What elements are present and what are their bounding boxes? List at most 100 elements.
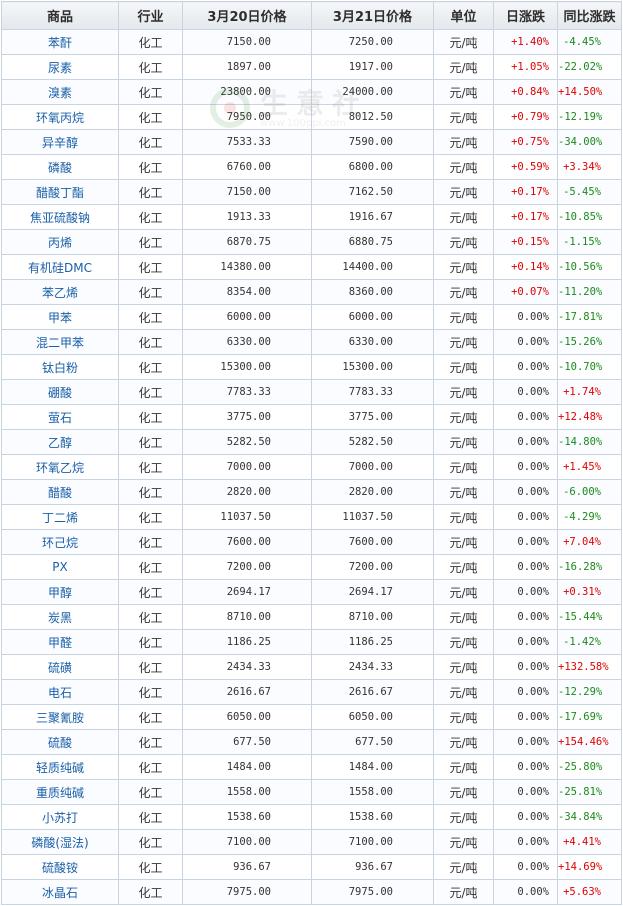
commodity-name-link[interactable]: 重质纯碱: [1, 779, 119, 805]
commodity-name-link[interactable]: 丙烯: [1, 229, 119, 255]
industry-cell: 化工: [118, 579, 183, 605]
commodity-name-link[interactable]: 环己烷: [1, 529, 119, 555]
price-mar20-cell: 7600.00: [182, 529, 312, 555]
price-mar21-cell: 2820.00: [311, 479, 434, 505]
commodity-name-link[interactable]: 醋酸丁酯: [1, 179, 119, 205]
commodity-name-link[interactable]: 硼酸: [1, 379, 119, 405]
header-daily-change[interactable]: 日涨跌: [493, 1, 558, 30]
daily-change-cell: 0.00%: [493, 754, 558, 780]
commodity-name-link[interactable]: 丁二烯: [1, 504, 119, 530]
unit-cell: 元/吨: [433, 429, 494, 455]
commodity-name-link[interactable]: 硫酸: [1, 729, 119, 755]
price-mar21-cell: 7600.00: [311, 529, 434, 555]
unit-cell: 元/吨: [433, 804, 494, 830]
header-name[interactable]: 商品: [1, 1, 119, 30]
table-body: 苯酐 化工 7150.00 7250.00 元/吨 +1.40% -4.45% 尿素 化工 189…: [1, 29, 622, 905]
yoy-change-cell: -1.15%: [557, 229, 622, 255]
daily-change-cell: 0.00%: [493, 804, 558, 830]
price-mar20-cell: 6330.00: [182, 329, 312, 355]
commodity-name-link[interactable]: 甲醇: [1, 579, 119, 605]
commodity-name-link[interactable]: 电石: [1, 679, 119, 705]
commodity-name-link[interactable]: 磷酸: [1, 154, 119, 180]
table-row: 环氧丙烷 化工 7950.00 8012.50 元/吨 +0.79% -12.19%: [1, 104, 622, 130]
yoy-change-cell: -16.28%: [557, 554, 622, 580]
commodity-name-link[interactable]: 混二甲苯: [1, 329, 119, 355]
commodity-name-link[interactable]: 苯乙烯: [1, 279, 119, 305]
table-row: 硼酸 化工 7783.33 7783.33 元/吨 0.00% +1.74%: [1, 379, 622, 405]
commodity-name-link[interactable]: 苯酐: [1, 29, 119, 55]
price-mar20-cell: 15300.00: [182, 354, 312, 380]
price-mar21-cell: 1484.00: [311, 754, 434, 780]
yoy-change-cell: -15.44%: [557, 604, 622, 630]
industry-cell: 化工: [118, 279, 183, 305]
price-mar20-cell: 1538.60: [182, 804, 312, 830]
industry-cell: 化工: [118, 229, 183, 255]
commodity-name-link[interactable]: 溴素: [1, 79, 119, 105]
commodity-name-link[interactable]: 甲苯: [1, 304, 119, 330]
commodity-name-link[interactable]: 硫酸铵: [1, 854, 119, 880]
commodity-name-link[interactable]: 乙醇: [1, 429, 119, 455]
table-row: 醋酸丁酯 化工 7150.00 7162.50 元/吨 +0.17% -5.45%: [1, 179, 622, 205]
commodity-name-link[interactable]: 环氧丙烷: [1, 104, 119, 130]
unit-cell: 元/吨: [433, 629, 494, 655]
price-mar21-cell: 5282.50: [311, 429, 434, 455]
table-row: PX 化工 7200.00 7200.00 元/吨 0.00% -16.28%: [1, 554, 622, 580]
commodity-name-link[interactable]: 焦亚硫酸钠: [1, 204, 119, 230]
industry-cell: 化工: [118, 179, 183, 205]
yoy-change-cell: -25.81%: [557, 779, 622, 805]
header-yoy-change[interactable]: 同比涨跌: [557, 1, 622, 30]
table-row: 异辛醇 化工 7533.33 7590.00 元/吨 +0.75% -34.00%: [1, 129, 622, 155]
price-mar20-cell: 11037.50: [182, 504, 312, 530]
yoy-change-cell: -14.80%: [557, 429, 622, 455]
price-mar20-cell: 7200.00: [182, 554, 312, 580]
header-price-mar20[interactable]: 3月20日价格: [182, 1, 312, 30]
daily-change-cell: +0.79%: [493, 104, 558, 130]
price-mar21-cell: 7590.00: [311, 129, 434, 155]
commodity-name-link[interactable]: 炭黑: [1, 604, 119, 630]
unit-cell: 元/吨: [433, 179, 494, 205]
yoy-change-cell: +7.04%: [557, 529, 622, 555]
commodity-name-link[interactable]: 尿素: [1, 54, 119, 80]
commodity-name-link[interactable]: 甲醛: [1, 629, 119, 655]
commodity-name-link[interactable]: 异辛醇: [1, 129, 119, 155]
yoy-change-cell: +1.45%: [557, 454, 622, 480]
table-row: 混二甲苯 化工 6330.00 6330.00 元/吨 0.00% -15.26%: [1, 329, 622, 355]
unit-cell: 元/吨: [433, 379, 494, 405]
price-mar20-cell: 936.67: [182, 854, 312, 880]
table-row: 三聚氰胺 化工 6050.00 6050.00 元/吨 0.00% -17.69%: [1, 704, 622, 730]
price-mar20-cell: 6760.00: [182, 154, 312, 180]
daily-change-cell: 0.00%: [493, 629, 558, 655]
commodity-name-link[interactable]: 轻质纯碱: [1, 754, 119, 780]
price-mar21-cell: 7250.00: [311, 29, 434, 55]
commodity-name-link[interactable]: 三聚氰胺: [1, 704, 119, 730]
yoy-change-cell: -34.84%: [557, 804, 622, 830]
commodity-name-link[interactable]: 硫磺: [1, 654, 119, 680]
price-mar21-cell: 7000.00: [311, 454, 434, 480]
price-mar21-cell: 2434.33: [311, 654, 434, 680]
commodity-name-link[interactable]: 钛白粉: [1, 354, 119, 380]
commodity-name-link[interactable]: 冰晶石: [1, 879, 119, 905]
commodity-name-link[interactable]: 磷酸(湿法): [1, 829, 119, 855]
commodity-name-link[interactable]: 醋酸: [1, 479, 119, 505]
unit-cell: 元/吨: [433, 529, 494, 555]
yoy-change-cell: +14.50%: [557, 79, 622, 105]
commodity-name-link[interactable]: 小苏打: [1, 804, 119, 830]
commodity-name-link[interactable]: 萤石: [1, 404, 119, 430]
unit-cell: 元/吨: [433, 504, 494, 530]
header-industry[interactable]: 行业: [118, 1, 183, 30]
header-price-mar21[interactable]: 3月21日价格: [311, 1, 434, 30]
daily-change-cell: +1.40%: [493, 29, 558, 55]
daily-change-cell: 0.00%: [493, 729, 558, 755]
industry-cell: 化工: [118, 404, 183, 430]
header-unit[interactable]: 单位: [433, 1, 494, 30]
commodity-name-link[interactable]: 环氧乙烷: [1, 454, 119, 480]
daily-change-cell: 0.00%: [493, 454, 558, 480]
industry-cell: 化工: [118, 204, 183, 230]
commodity-name-link[interactable]: PX: [1, 554, 119, 580]
yoy-change-cell: -5.45%: [557, 179, 622, 205]
table-row: 甲醇 化工 2694.17 2694.17 元/吨 0.00% +0.31%: [1, 579, 622, 605]
daily-change-cell: +0.14%: [493, 254, 558, 280]
commodity-name-link[interactable]: 有机硅DMC: [1, 254, 119, 280]
table-row: 有机硅DMC 化工 14380.00 14400.00 元/吨 +0.14% -10.56%: [1, 254, 622, 280]
daily-change-cell: 0.00%: [493, 329, 558, 355]
